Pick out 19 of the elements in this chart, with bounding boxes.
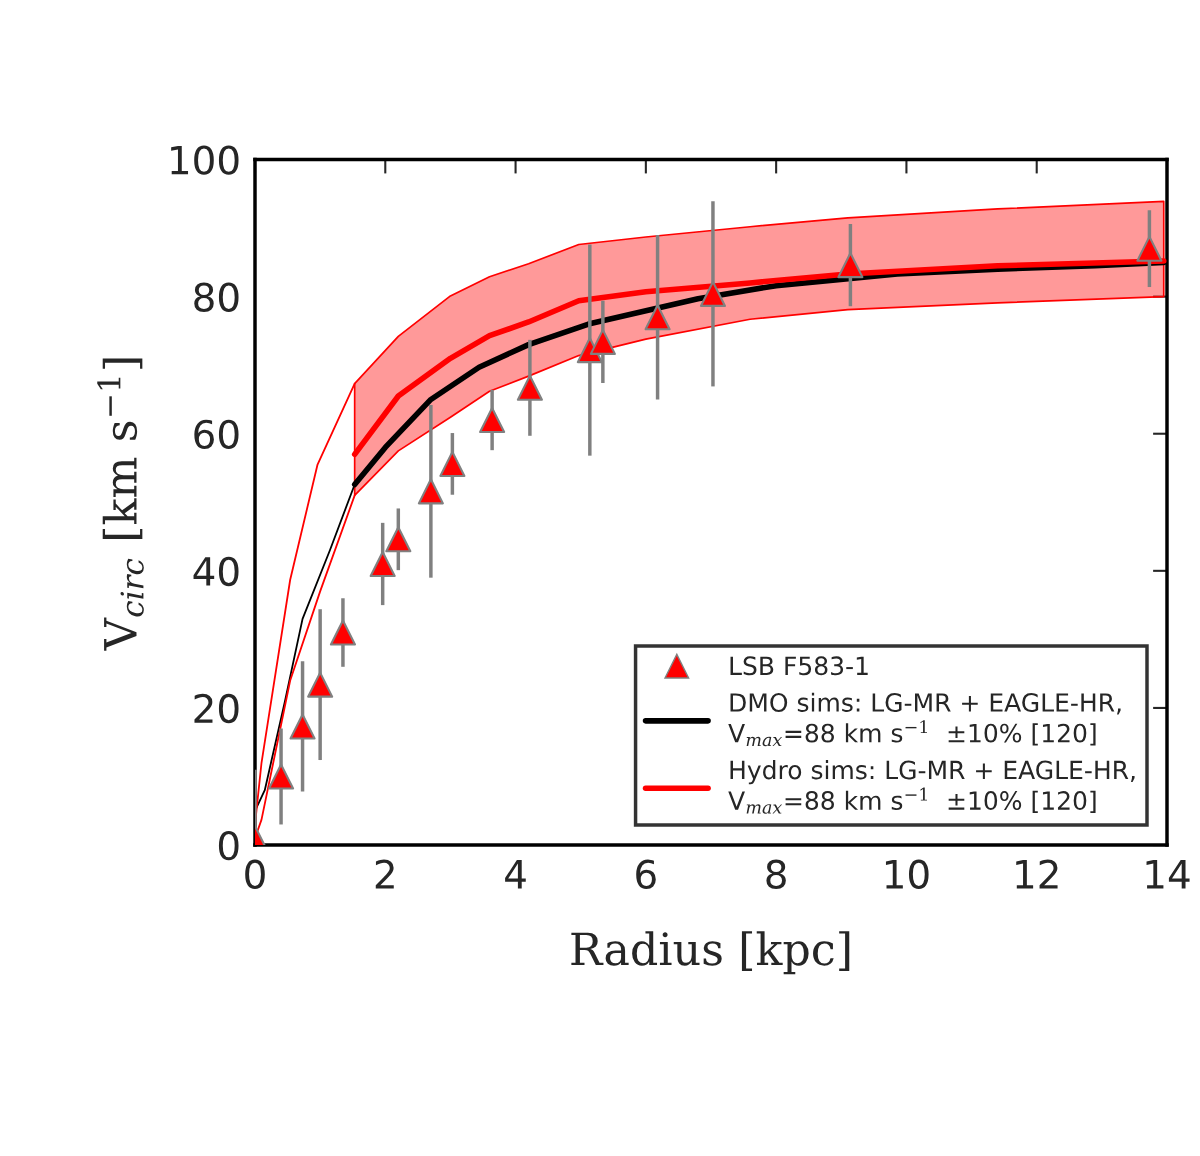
y-tick-label: 20 (194, 693, 239, 724)
x-tick-label: 14 (1146, 860, 1190, 889)
y-tick-label: 60 (194, 419, 239, 450)
legend-label: LSB F583-1 (730, 656, 868, 676)
x-axis-title: Radius [kpc] (571, 931, 850, 975)
x-tick-label: 8 (766, 859, 786, 890)
y-axis-title: V$_{circ}$ [km s$^{−1}$] (97, 358, 144, 651)
x-tick-label: 12 (1016, 859, 1058, 889)
text: DMO sims: LG-MR + EAGLE-HR, V$_{max}$=88 km s$^{−1}$ ±10% [120] (728, 692, 1121, 747)
x-tick-label: 6 (636, 859, 656, 890)
x-tick-label: 10 (885, 859, 929, 890)
y-tick-label: 80 (194, 282, 239, 312)
x-tick-label: 0 (245, 859, 265, 890)
x-tick-label: 4 (505, 860, 526, 889)
y-tick-label: 0 (218, 830, 239, 861)
text: Hydro sims: LG-MR + EAGLE-HR, V$_{max}$=88 km s$^{−1}$ ±10% [120] (728, 760, 1135, 814)
y-tick-label: 100 (171, 145, 239, 175)
x-tick-label: 2 (375, 859, 394, 889)
y-tick-label: 40 (193, 556, 239, 587)
